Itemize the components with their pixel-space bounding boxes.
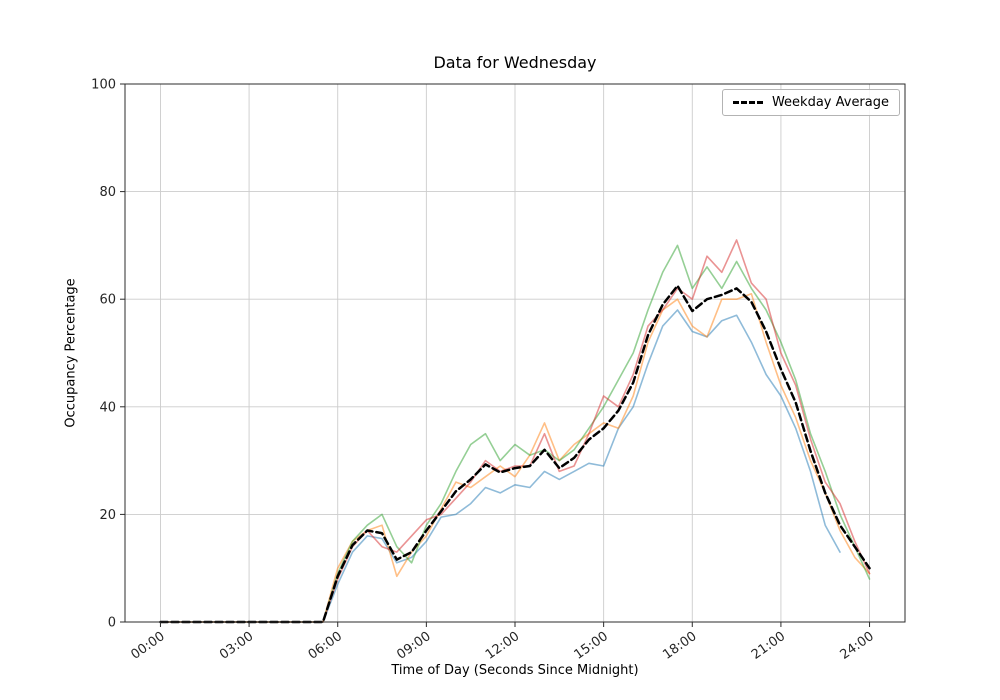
legend: Weekday Average: [721, 89, 900, 116]
svg-text:21:00: 21:00: [749, 629, 788, 663]
svg-text:40: 40: [99, 400, 116, 415]
chart-title: Data for Wednesday: [433, 53, 597, 72]
svg-text:80: 80: [99, 185, 116, 200]
y-axis-label: Occupancy Percentage: [63, 278, 79, 428]
x-axis-label: Time of Day (Seconds Since Midnight): [391, 663, 639, 678]
svg-text:60: 60: [99, 293, 116, 308]
svg-text:06:00: 06:00: [306, 629, 345, 663]
svg-text:12:00: 12:00: [483, 629, 522, 663]
svg-text:100: 100: [91, 78, 116, 93]
svg-text:09:00: 09:00: [394, 629, 433, 663]
svg-text:20: 20: [99, 508, 116, 523]
svg-text:18:00: 18:00: [660, 629, 699, 663]
svg-text:15:00: 15:00: [572, 629, 611, 663]
svg-text:00:00: 00:00: [128, 629, 167, 663]
legend-label: Weekday Average: [771, 95, 889, 110]
svg-text:0: 0: [108, 616, 116, 631]
svg-text:24:00: 24:00: [838, 629, 877, 663]
dashed-line-swatch: [732, 101, 763, 104]
svg-text:03:00: 03:00: [217, 629, 256, 663]
